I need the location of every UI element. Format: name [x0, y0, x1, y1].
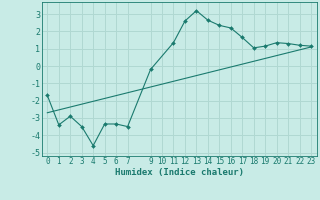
- X-axis label: Humidex (Indice chaleur): Humidex (Indice chaleur): [115, 168, 244, 177]
